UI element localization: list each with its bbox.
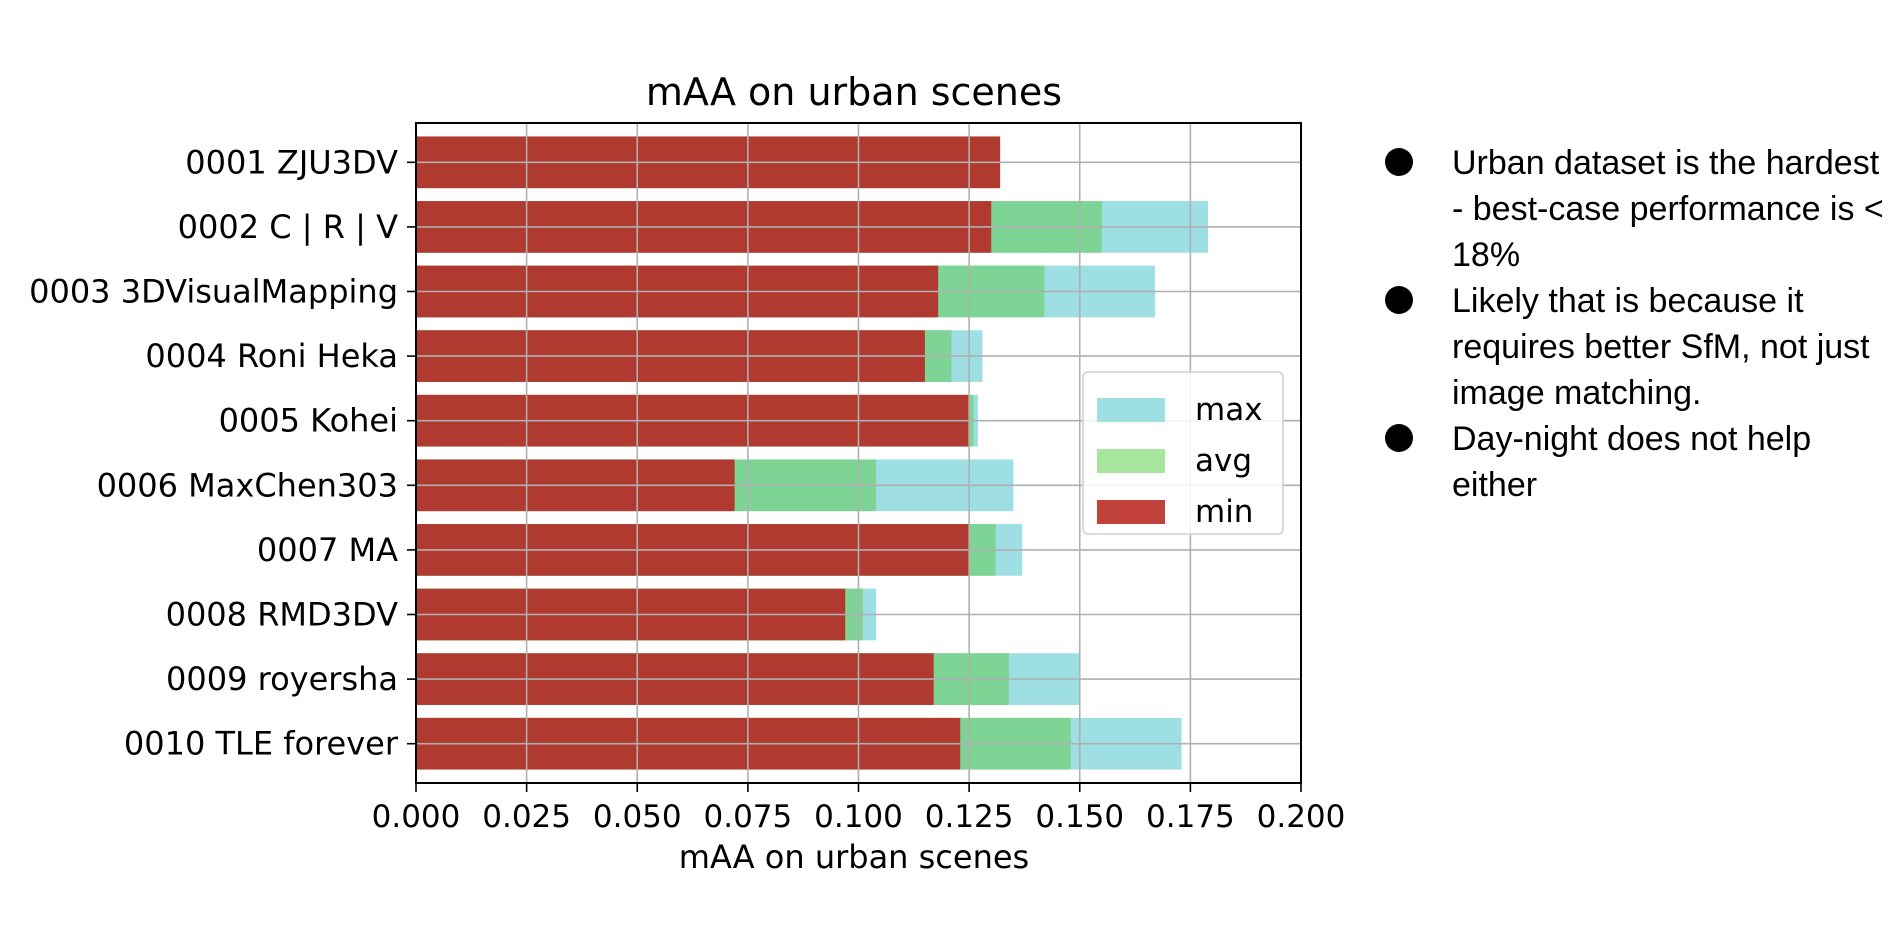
x-tick-label: 0.025 <box>482 799 571 835</box>
legend-label: max <box>1195 392 1263 428</box>
x-tick-label: 0.050 <box>593 799 682 835</box>
x-tick-label: 0.125 <box>925 799 1014 835</box>
plot-area: 0.000 0.025 0.050 0.075 0.100 0.125 0.150 0.175… <box>29 122 1346 835</box>
category-label: 0005 Kohei <box>219 402 398 440</box>
chart-title: mAA on urban scenes <box>646 70 1062 114</box>
notes-list: Urban dataset is the hardest - best-case… <box>1385 140 1885 508</box>
category-label: 0006 MaxChen303 <box>97 466 398 504</box>
x-tick-label: 0.150 <box>1035 799 1124 835</box>
bullet-icon <box>1385 286 1413 314</box>
category-label: 0003 3DVisualMapping <box>29 273 398 311</box>
x-tick-label: 0.175 <box>1146 799 1235 835</box>
bullet-icon <box>1385 424 1413 452</box>
legend-label: min <box>1195 494 1253 530</box>
note-item: Likely that is because it requires bette… <box>1385 278 1885 416</box>
category-label: 0008 RMD3DV <box>166 596 399 634</box>
x-tick-label: 0.200 <box>1257 799 1346 835</box>
note-text: Day-night does not help either <box>1452 420 1812 504</box>
x-tick-label: 0.100 <box>814 799 903 835</box>
x-tick-label: 0.075 <box>704 799 793 835</box>
legend-swatch-min <box>1097 500 1165 524</box>
x-axis-label: mAA on urban scenes <box>679 838 1029 876</box>
legend-swatch-avg <box>1097 449 1165 473</box>
legend-label: avg <box>1195 443 1252 479</box>
category-label: 0004 Roni Heka <box>145 337 398 375</box>
category-label: 0009 royersha <box>166 660 398 698</box>
x-tick-label: 0.000 <box>372 799 461 835</box>
legend: max avg min <box>1082 371 1284 535</box>
category-label: 0002 C | R | V <box>178 208 398 246</box>
axes-frame <box>415 122 1302 784</box>
note-text: Likely that is because it requires bette… <box>1452 282 1870 412</box>
note-item: Day-night does not help either <box>1385 416 1885 508</box>
note-text: Urban dataset is the hardest - best-case… <box>1452 144 1884 274</box>
category-label: 0007 MA <box>257 531 398 569</box>
category-label: 0001 ZJU3DV <box>185 143 398 181</box>
legend-swatch-max <box>1097 398 1165 422</box>
bullet-icon <box>1385 148 1413 176</box>
note-item: Urban dataset is the hardest - best-case… <box>1385 140 1885 278</box>
category-label: 0010 TLE forever <box>124 725 399 763</box>
